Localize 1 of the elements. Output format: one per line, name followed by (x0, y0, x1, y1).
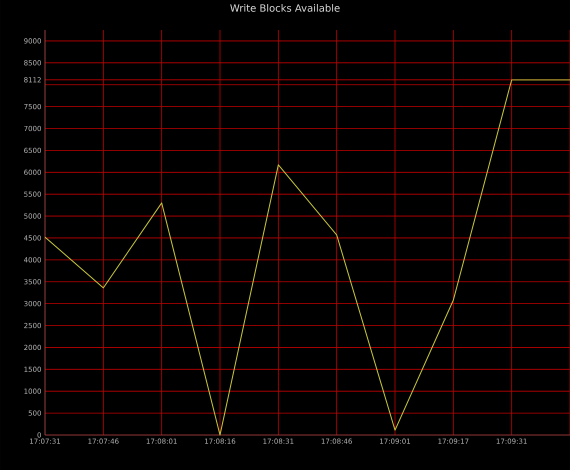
chart-title: Write Blocks Available (230, 4, 340, 12)
